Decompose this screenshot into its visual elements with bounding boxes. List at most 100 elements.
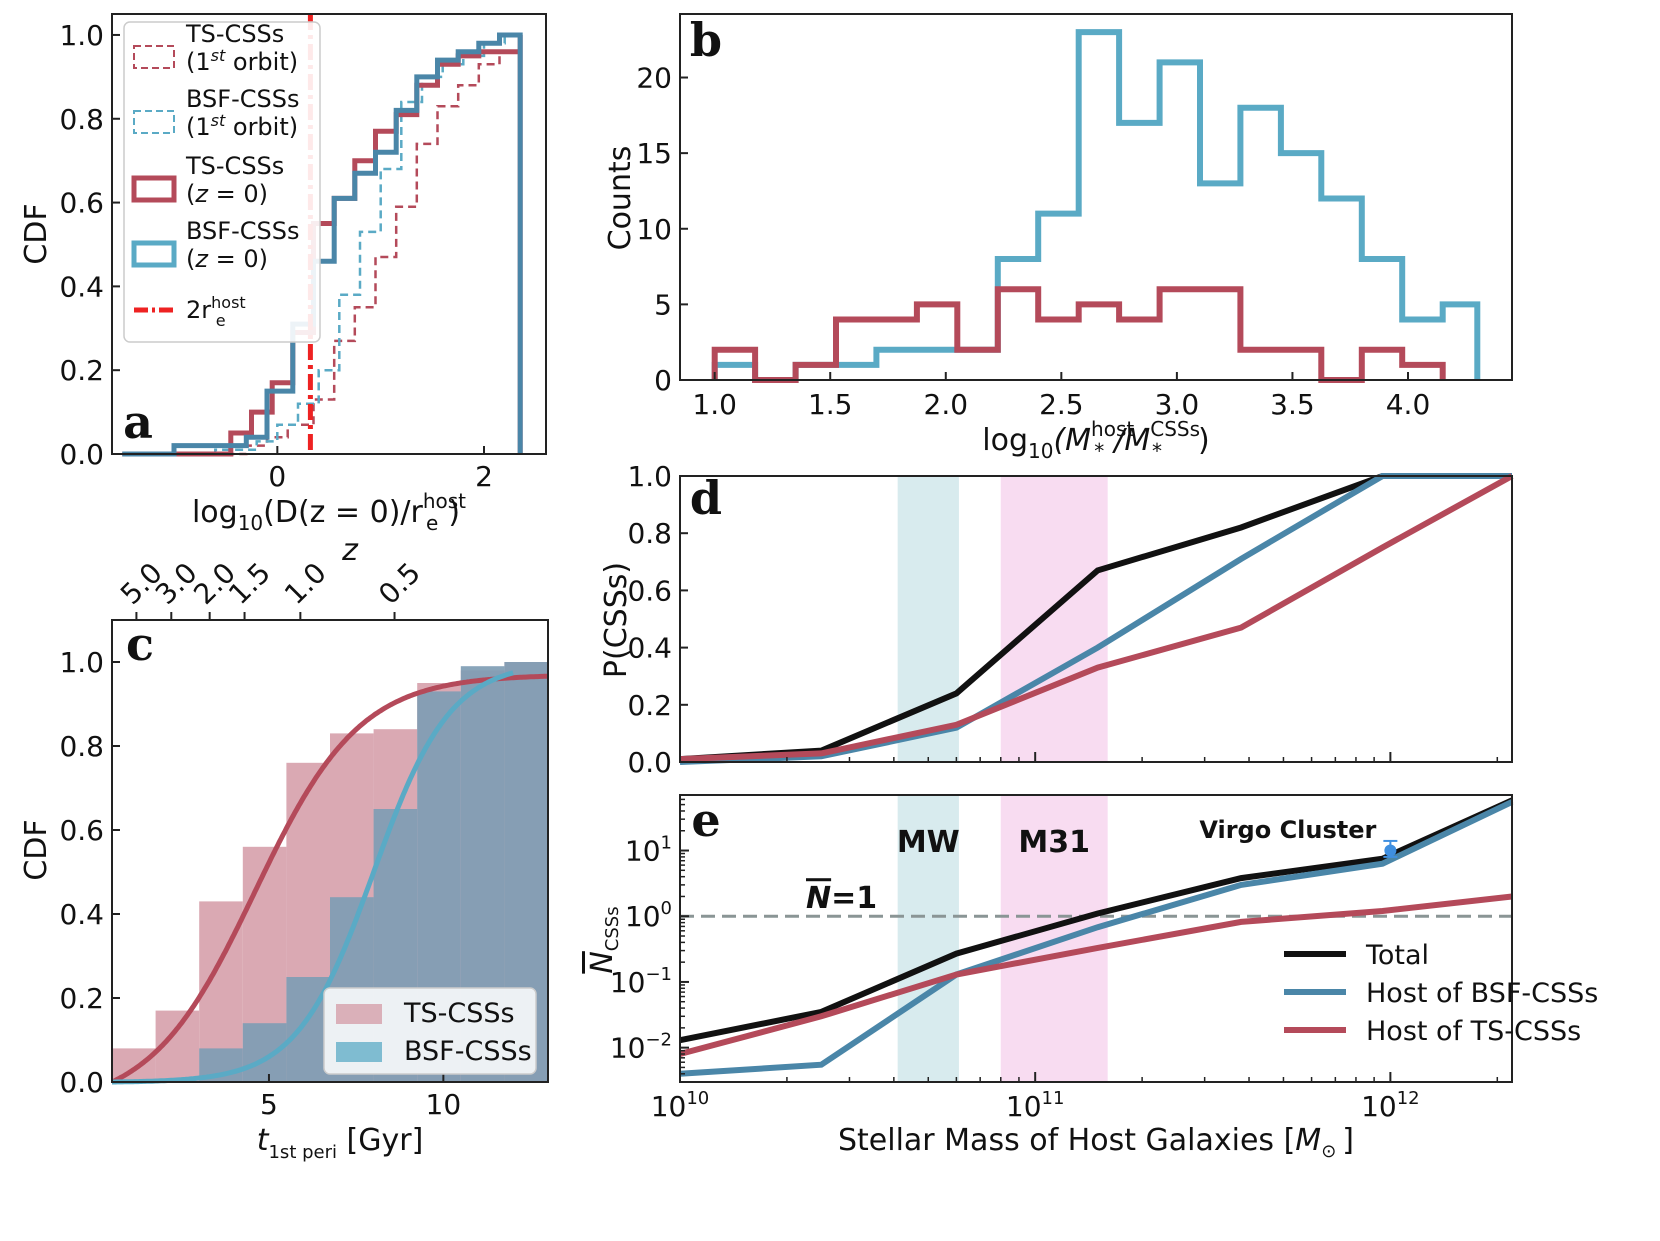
legend-label: Total xyxy=(1365,940,1429,971)
y-tick-label: 0.6 xyxy=(627,574,672,607)
x-axis-label: t1st peri [Gyr] xyxy=(257,1123,424,1163)
text-span: N xyxy=(806,881,831,916)
text-span: N xyxy=(585,951,620,973)
plot-frame xyxy=(679,794,1513,1083)
legend-label: Host of TS-CSSs xyxy=(1366,1016,1581,1047)
top-tick-label: 1.0 xyxy=(278,556,333,611)
text-span: 10 xyxy=(651,1090,687,1123)
text-span: = 0) xyxy=(208,180,268,208)
legend-label-line2: (z = 0) xyxy=(186,180,268,208)
x-tick-label: 2 xyxy=(475,460,493,493)
x-tick-label: 5 xyxy=(260,1088,278,1121)
text-span: orbit) xyxy=(225,113,298,141)
x-tick-label: 1011 xyxy=(1006,1088,1065,1123)
y-tick-label: 15 xyxy=(636,137,672,170)
text-span: * xyxy=(1094,439,1104,463)
text-span: 2r xyxy=(186,296,211,324)
legend-swatch xyxy=(336,1004,382,1024)
text-span: =1 xyxy=(831,881,877,916)
y-tick-label: 0.0 xyxy=(59,438,104,471)
x-axis-label: log10(D(z = 0)/rhost e) xyxy=(192,489,466,535)
text-span: (M xyxy=(1053,423,1091,458)
y-tick-label: 0.0 xyxy=(627,746,672,779)
y-tick-label: 0.2 xyxy=(59,354,104,387)
y-tick-label: 0.2 xyxy=(627,689,672,722)
text-span: ) xyxy=(1198,423,1210,458)
plot-frame xyxy=(111,619,549,1083)
y-axis-label: Counts xyxy=(603,146,638,251)
text-span: Stellar Mass of Host Galaxies [ xyxy=(838,1123,1295,1158)
legend: TS-CSSs BSF-CSSs xyxy=(323,987,537,1075)
text-span: 10 xyxy=(610,1032,646,1065)
panel-letter-b: b xyxy=(690,13,722,67)
y-tick-label: 0.0 xyxy=(59,1066,104,1099)
legend-label: Host of BSF-CSSs xyxy=(1366,978,1598,1009)
legend: Total Host of BSF-CSSs Host of TS-CSSs xyxy=(1284,940,1598,1047)
legend-label: TS-CSSs xyxy=(403,998,515,1029)
band-mw xyxy=(897,795,959,1082)
y-axis-label: NCSSs xyxy=(585,906,623,973)
text-span: st xyxy=(211,46,226,65)
panel-d: 0.0 0.2 0.4 0.6 0.8 1.0 P(CSSs) d xyxy=(599,460,1514,779)
text-span: −2 xyxy=(645,1030,672,1051)
y-tick-label: 100 xyxy=(625,898,672,933)
x-tick-label: 1012 xyxy=(1361,1088,1420,1123)
text-span: ] xyxy=(1342,1123,1354,1158)
text-span: (D(z = 0)/r xyxy=(263,495,423,530)
x-tick-label: 0 xyxy=(268,460,286,493)
text-span: 10 xyxy=(238,511,263,535)
y-tick-label: 0.4 xyxy=(59,898,104,931)
text-span: 10 xyxy=(1028,439,1053,463)
band-label-mw: MW xyxy=(897,825,960,860)
top-tick-label: 1.5 xyxy=(222,556,277,611)
line-0 xyxy=(679,797,1514,1044)
virgo-label: Virgo Cluster xyxy=(1199,816,1376,844)
y-axis-label: CDF xyxy=(19,819,54,880)
top-axis-label: z xyxy=(341,533,359,568)
legend-label: 2rhost e xyxy=(186,293,246,330)
plot-frame xyxy=(679,13,1513,381)
hist-step-1 xyxy=(711,286,1446,383)
text-span: 12 xyxy=(1397,1088,1420,1109)
hist-step-0 xyxy=(711,29,1481,383)
top-tick-label: 0.5 xyxy=(372,556,427,611)
y-tick-label: 0.2 xyxy=(59,982,104,1015)
text-span: 1 xyxy=(661,833,672,854)
y-tick-label: 0.8 xyxy=(59,730,104,763)
legend-patch-dashed xyxy=(133,45,175,69)
panel-letter-e: e xyxy=(691,793,720,847)
text-span: t xyxy=(257,1123,270,1158)
text-span: 10 xyxy=(1361,1090,1397,1123)
x-tick-label: 1010 xyxy=(651,1088,710,1123)
text-span: 10 xyxy=(610,966,646,999)
y-tick-label: 5 xyxy=(654,288,672,321)
y-tick-label: 1.0 xyxy=(59,646,104,679)
text-span: st xyxy=(211,111,226,130)
text-span: (1 xyxy=(186,48,211,76)
x-tick-label: 4.0 xyxy=(1386,388,1431,421)
y-tick-label: 0.8 xyxy=(627,517,672,550)
text-span: host xyxy=(423,489,466,513)
x-tick-label: 3.0 xyxy=(1155,388,1200,421)
text-span: (1 xyxy=(186,113,211,141)
legend-swatch xyxy=(336,1042,382,1062)
y-axis-label: P(CSSs) xyxy=(599,562,634,678)
text-span: host xyxy=(211,293,246,312)
legend-patch-solid xyxy=(131,175,177,203)
x-tick-label: 2.0 xyxy=(924,388,969,421)
text-span: z xyxy=(194,245,209,273)
virgo-point xyxy=(1384,844,1397,857)
panel-letter-d: d xyxy=(690,471,722,525)
legend-label-line2: (1st orbit) xyxy=(186,111,298,141)
text-span: ) xyxy=(448,495,460,530)
text-span: /M xyxy=(1111,423,1150,458)
panel-letter-c: c xyxy=(126,617,154,671)
line-2 xyxy=(679,473,1514,763)
y-tick-label: 0.4 xyxy=(59,270,104,303)
legend-label-line2: (1st orbit) xyxy=(186,46,298,76)
cdf-step-line-3 xyxy=(122,32,523,457)
text-span: ( xyxy=(186,245,195,273)
